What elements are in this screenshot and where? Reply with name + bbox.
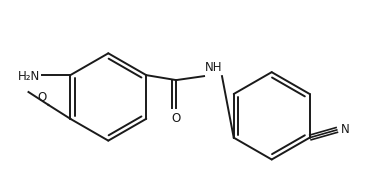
Text: NH: NH: [205, 61, 222, 74]
Text: O: O: [37, 91, 46, 104]
Text: O: O: [172, 112, 181, 125]
Text: N: N: [340, 123, 349, 136]
Text: H₂N: H₂N: [18, 70, 40, 83]
